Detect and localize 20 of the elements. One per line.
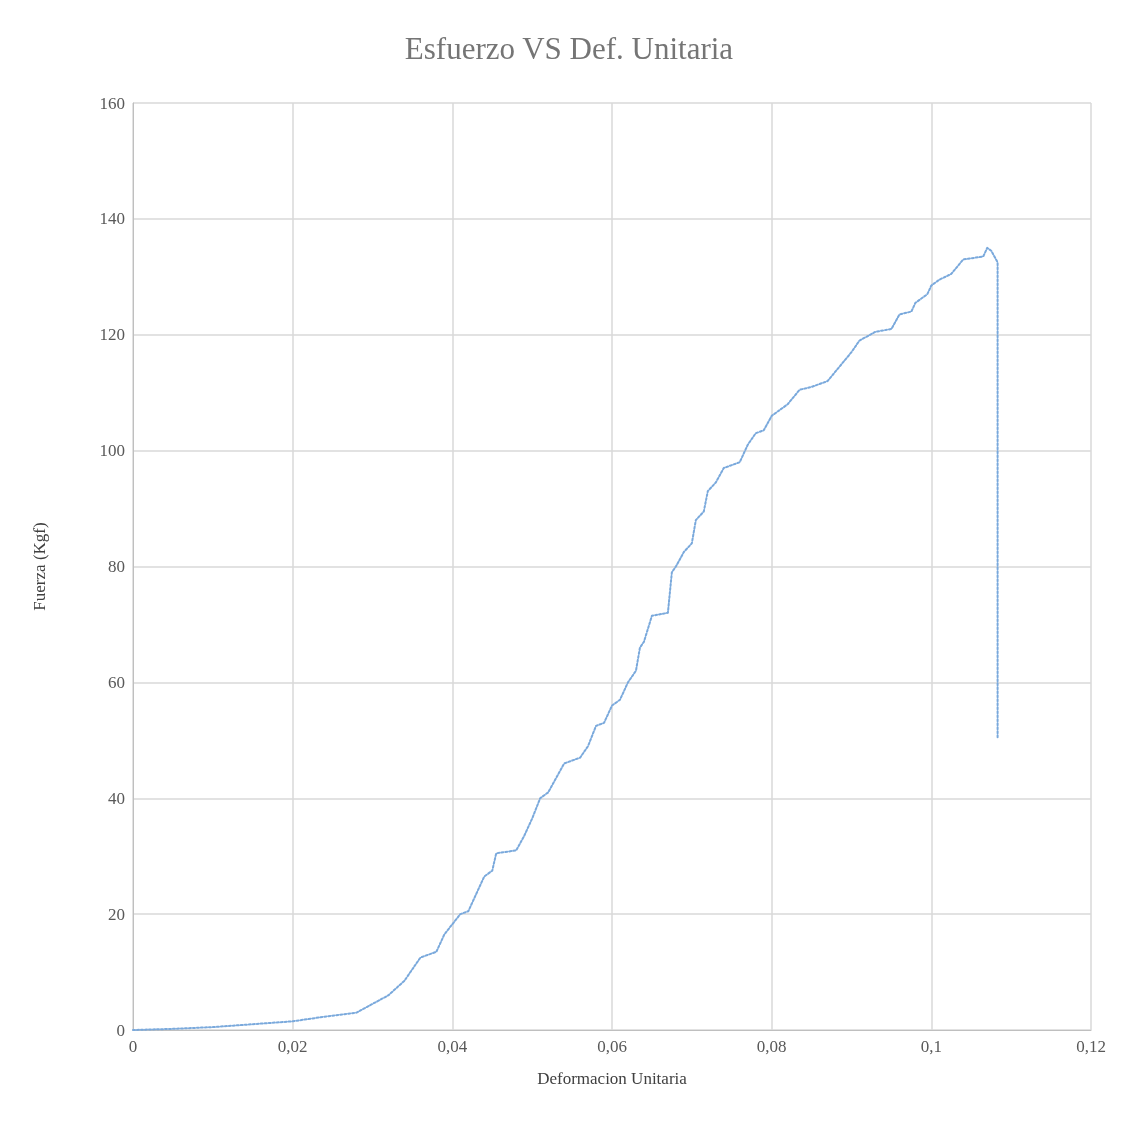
x-tick-label: 0,06 bbox=[597, 1037, 627, 1056]
x-tick-label: 0,1 bbox=[920, 1037, 942, 1056]
y-tick-label: 40 bbox=[108, 788, 125, 808]
y-tick-label: 80 bbox=[108, 557, 125, 576]
y-tick-label: 20 bbox=[108, 904, 125, 924]
x-tick-label: 0 bbox=[128, 1037, 138, 1056]
x-axis-title: Deformacion Unitaria bbox=[537, 1069, 688, 1088]
x-tick-label: 0,12 bbox=[1076, 1037, 1106, 1056]
chart-title: Esfuerzo VS Def. Unitaria bbox=[404, 31, 734, 66]
x-tick-label: 0,02 bbox=[277, 1037, 308, 1056]
line-series bbox=[132, 246, 999, 1031]
y-tick-label: 100 bbox=[99, 441, 125, 461]
y-axis-title: Fuerza (Kgf) bbox=[30, 522, 49, 611]
y-tick-label: 120 bbox=[99, 325, 125, 345]
x-tick-label: 0,08 bbox=[756, 1037, 787, 1056]
y-tick-label: 160 bbox=[99, 93, 125, 113]
x-tick-label: 0,04 bbox=[437, 1037, 468, 1056]
y-tick-label: 0 bbox=[116, 1020, 125, 1040]
y-tick-label: 140 bbox=[99, 209, 125, 229]
y-tick-label: 60 bbox=[108, 672, 125, 692]
